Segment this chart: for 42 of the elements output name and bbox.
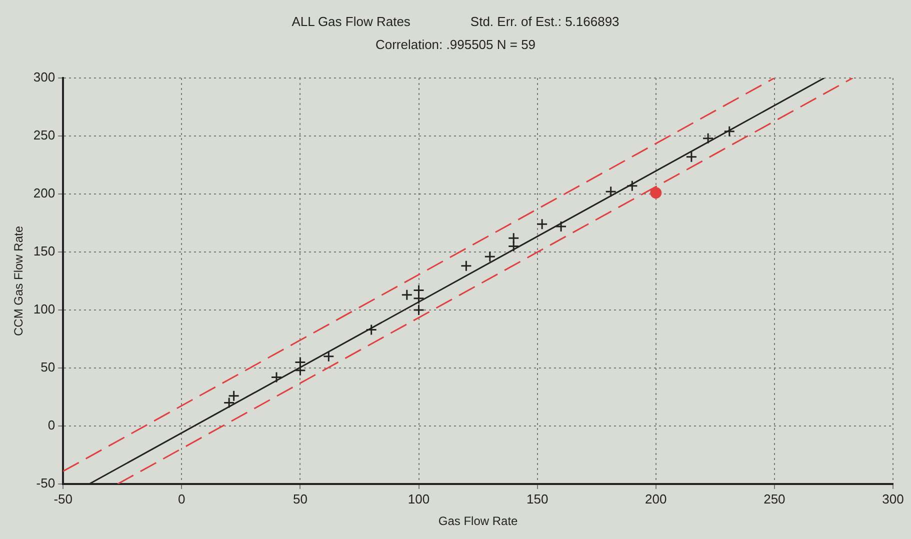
point	[650, 187, 662, 199]
point	[270, 372, 282, 384]
point	[366, 324, 378, 336]
point	[508, 240, 520, 252]
chart-title: ALL Gas Flow Rates	[292, 14, 410, 29]
y-tick-label: 200	[33, 186, 56, 201]
y-tick-label: 250	[33, 128, 56, 143]
point	[223, 397, 235, 409]
point	[555, 220, 567, 232]
y-tick-label: 300	[33, 70, 56, 85]
point	[322, 350, 334, 362]
point	[401, 289, 413, 301]
text: Std. Err. of Est.: 5.166893	[470, 14, 620, 29]
x-tick-label: 150	[526, 491, 548, 506]
point	[228, 390, 240, 402]
y-axis-title: CCM Gas Flow Rate	[12, 226, 26, 336]
point	[294, 364, 306, 376]
point	[702, 132, 714, 144]
y-tick-label: 0	[48, 418, 56, 433]
chart-subtitle: Correlation: .995505 N = 59	[374, 37, 537, 52]
x-tick-label: 100	[408, 491, 430, 506]
point	[460, 260, 472, 272]
point	[508, 232, 520, 244]
point	[605, 186, 617, 198]
x-tick-label: 0	[178, 491, 186, 506]
point	[626, 180, 638, 192]
y-tick-label: 150	[33, 244, 56, 259]
point	[536, 218, 548, 230]
y-tick-label: -50	[36, 476, 56, 491]
y-tick-label: 50	[40, 360, 56, 375]
x-tick-label: 250	[764, 491, 786, 506]
x-tick-label: 50	[292, 491, 308, 506]
x-tick-label: -50	[54, 491, 72, 506]
x-axis-title: Gas Flow Rate	[438, 514, 518, 528]
point	[724, 126, 736, 138]
point	[413, 304, 425, 316]
x-tick-label: 200	[645, 491, 667, 506]
point	[686, 151, 698, 163]
point	[294, 356, 306, 368]
point	[484, 250, 496, 262]
x-tick-label: 300	[882, 491, 904, 506]
y-tick-label: 100	[33, 302, 56, 317]
